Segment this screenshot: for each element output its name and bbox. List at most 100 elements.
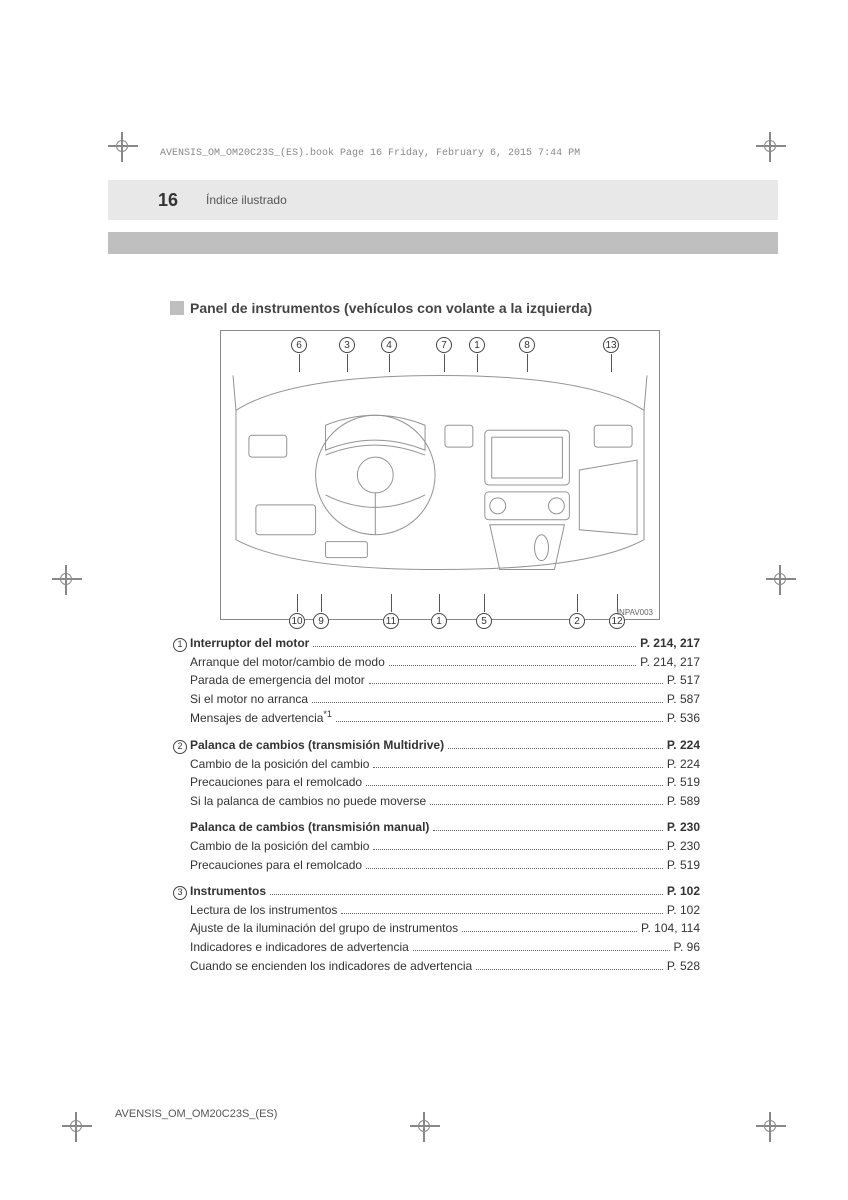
row-page: P. 519 [667, 773, 700, 792]
section-name: Índice ilustrado [206, 193, 287, 207]
row-dots [389, 665, 636, 666]
row-dots [476, 969, 663, 970]
index-row: Lectura de los instrumentosP. 102 [170, 901, 700, 920]
index-row: Cambio de la posición del cambio P. 224 [170, 755, 700, 774]
row-dots [366, 785, 663, 786]
row-page: P. 230 [667, 818, 700, 837]
index-row: Parada de emergencia del motorP. 517 [170, 671, 700, 690]
content-area: Panel de instrumentos (vehículos con vol… [170, 300, 700, 983]
row-dots [448, 748, 663, 749]
callout-5: 5 [476, 613, 492, 629]
row-page: P. 589 [667, 792, 700, 811]
row-page: P. 587 [667, 690, 700, 709]
row-label: Si la palanca de cambios no puede movers… [190, 792, 426, 811]
header-meta-line: AVENSIS_OM_OM20C23S_(ES).book Page 16 Fr… [160, 148, 580, 159]
footnote-mark: *1 [323, 709, 332, 719]
index-row: Palanca de cambios (transmisión manual) P… [170, 818, 700, 837]
row-dots [341, 913, 662, 914]
callout-4: 4 [381, 337, 397, 353]
crop-mark-ml [52, 565, 82, 595]
page-header: 16 Índice ilustrado [108, 180, 778, 220]
instrument-panel-diagram: 63471813 1091115212 INPAV003 [220, 330, 660, 620]
row-dots [433, 830, 662, 831]
row-dots [373, 767, 662, 768]
row-page: P. 214, 217 [640, 653, 700, 672]
index-row: Mensajes de advertencia*1P. 536 [170, 708, 700, 728]
callout-3: 3 [339, 337, 355, 353]
index-row: Precauciones para el remolcado P. 519 [170, 773, 700, 792]
row-dots [313, 646, 636, 647]
row-label: Parada de emergencia del motor [190, 671, 365, 690]
row-page: P. 224 [667, 736, 700, 755]
row-dots [413, 950, 670, 951]
row-page: P. 224 [667, 755, 700, 774]
row-label: Instrumentos [190, 882, 266, 901]
row-marker: 3 [170, 886, 190, 900]
row-dots [373, 849, 662, 850]
page-number: 16 [158, 190, 178, 211]
row-dots [462, 931, 637, 932]
circled-number: 1 [173, 638, 187, 652]
index-group: Palanca de cambios (transmisión manual) P… [170, 818, 700, 874]
crop-mark-bc [410, 1112, 440, 1142]
row-label: Indicadores e indicadores de advertencia [190, 938, 409, 957]
row-label: Precauciones para el remolcado [190, 773, 362, 792]
index-row: Ajuste de la iluminación del grupo de in… [170, 919, 700, 938]
callout-7: 7 [436, 337, 452, 353]
callout-8: 8 [519, 337, 535, 353]
callout-2: 2 [569, 613, 585, 629]
index-row: Indicadores e indicadores de advertencia… [170, 938, 700, 957]
row-label: Cambio de la posición del cambio [190, 755, 369, 774]
row-label: Ajuste de la iluminación del grupo de in… [190, 919, 458, 938]
crop-mark-bl [62, 1112, 92, 1142]
row-page: P. 519 [667, 856, 700, 875]
section-title-text: Panel de instrumentos (vehículos con vol… [190, 300, 592, 316]
row-page: P. 214, 217 [640, 634, 700, 653]
row-dots [312, 702, 663, 703]
row-label: Arranque del motor/cambio de modo [190, 653, 385, 672]
row-label: Si el motor no arranca [190, 690, 308, 709]
callout-9: 9 [313, 613, 329, 629]
crop-mark-mr [766, 565, 796, 595]
header-grey-bar [108, 232, 778, 254]
circled-number: 2 [173, 740, 187, 754]
index-row: 3Instrumentos P. 102 [170, 882, 700, 901]
callout-1: 1 [431, 613, 447, 629]
row-page: P. 102 [667, 901, 700, 920]
index-row: 1Interruptor del motor P. 214, 217 [170, 634, 700, 653]
circled-number: 3 [173, 886, 187, 900]
row-dots [430, 804, 663, 805]
index-row: Arranque del motor/cambio de modo P. 214,… [170, 653, 700, 672]
row-dots [270, 894, 663, 895]
index-list: 1Interruptor del motorP. 214, 217Arranqu… [170, 634, 700, 975]
row-marker: 2 [170, 740, 190, 754]
footer-meta-line: AVENSIS_OM_OM20C23S_(ES) [115, 1108, 277, 1120]
index-row: Precauciones para el remolcado P. 519 [170, 856, 700, 875]
row-marker: 1 [170, 638, 190, 652]
index-group: 2Palanca de cambios (transmisión Multidr… [170, 736, 700, 810]
callout-1: 1 [469, 337, 485, 353]
row-page: P. 528 [667, 957, 700, 976]
row-label: Interruptor del motor [190, 634, 309, 653]
index-row: Si la palanca de cambios no puede movers… [170, 792, 700, 811]
row-label: Mensajes de advertencia*1 [190, 708, 332, 728]
diagram-id: INPAV003 [617, 608, 653, 617]
callout-13: 13 [603, 337, 619, 353]
index-row: Cuando se encienden los indicadores de a… [170, 957, 700, 976]
row-label: Palanca de cambios (transmisión manual) [190, 818, 429, 837]
index-row: Si el motor no arranca P. 587 [170, 690, 700, 709]
crop-mark-tl [108, 132, 138, 162]
row-page: P. 230 [667, 837, 700, 856]
row-page: P. 102 [667, 882, 700, 901]
row-label: Precauciones para el remolcado [190, 856, 362, 875]
index-row: Cambio de la posición del cambio P. 230 [170, 837, 700, 856]
row-label: Cambio de la posición del cambio [190, 837, 369, 856]
section-title: Panel de instrumentos (vehículos con vol… [170, 300, 700, 316]
section-title-marker [170, 301, 184, 315]
callout-11: 11 [383, 613, 399, 629]
row-page: P. 96 [674, 938, 700, 957]
row-dots [366, 868, 663, 869]
row-label: Cuando se encienden los indicadores de a… [190, 957, 472, 976]
index-group: 1Interruptor del motorP. 214, 217Arranqu… [170, 634, 700, 728]
index-group: 3Instrumentos P. 102Lectura de los instru… [170, 882, 700, 975]
